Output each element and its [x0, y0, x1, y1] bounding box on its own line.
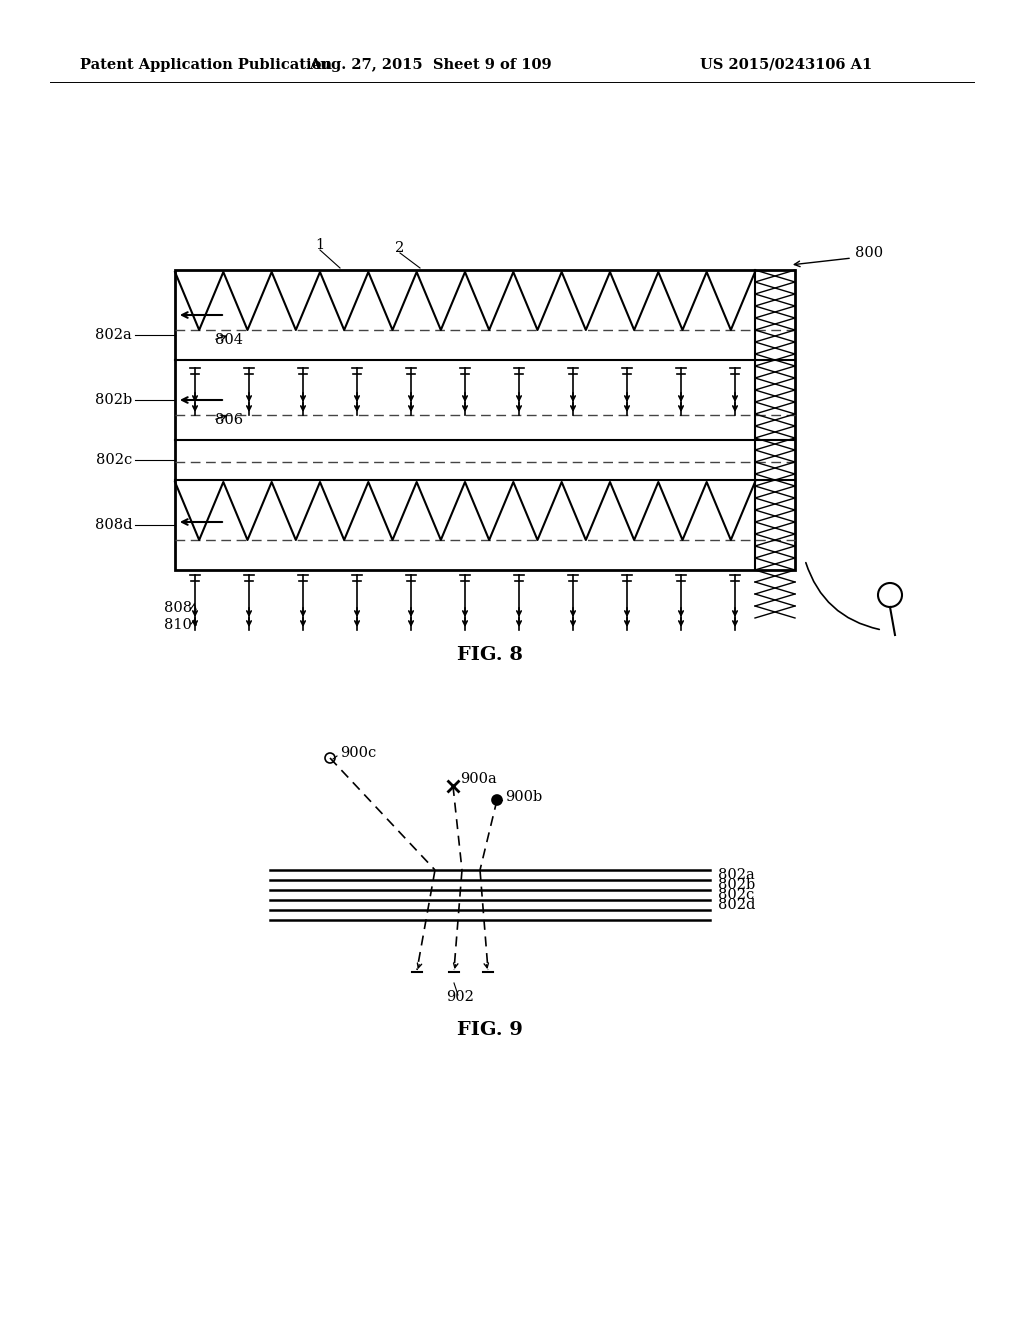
- Text: 806: 806: [215, 413, 243, 426]
- FancyArrowPatch shape: [806, 562, 880, 630]
- Text: Patent Application Publication: Patent Application Publication: [80, 58, 332, 73]
- Text: FIG. 9: FIG. 9: [457, 1020, 523, 1039]
- Text: 902: 902: [446, 990, 474, 1005]
- Text: 900a: 900a: [460, 772, 497, 785]
- Text: 802d: 802d: [718, 898, 756, 912]
- Text: 802b: 802b: [95, 393, 132, 407]
- Text: 804: 804: [215, 333, 243, 347]
- Text: US 2015/0243106 A1: US 2015/0243106 A1: [700, 58, 872, 73]
- Text: 802c: 802c: [96, 453, 132, 467]
- Text: 810: 810: [164, 618, 193, 632]
- Circle shape: [492, 795, 502, 805]
- Text: 900c: 900c: [340, 746, 376, 760]
- Text: FIG. 8: FIG. 8: [457, 645, 523, 664]
- Text: 900b: 900b: [505, 789, 543, 804]
- Text: 2: 2: [395, 242, 404, 255]
- Text: 1: 1: [315, 238, 325, 252]
- Text: 802c: 802c: [718, 888, 755, 902]
- Text: 802a: 802a: [95, 327, 132, 342]
- Text: 800: 800: [855, 246, 883, 260]
- Text: 808d: 808d: [94, 517, 132, 532]
- Text: 802b: 802b: [718, 878, 756, 892]
- Text: 808: 808: [164, 601, 193, 615]
- Text: 802a: 802a: [718, 869, 755, 882]
- Text: Aug. 27, 2015  Sheet 9 of 109: Aug. 27, 2015 Sheet 9 of 109: [308, 58, 551, 73]
